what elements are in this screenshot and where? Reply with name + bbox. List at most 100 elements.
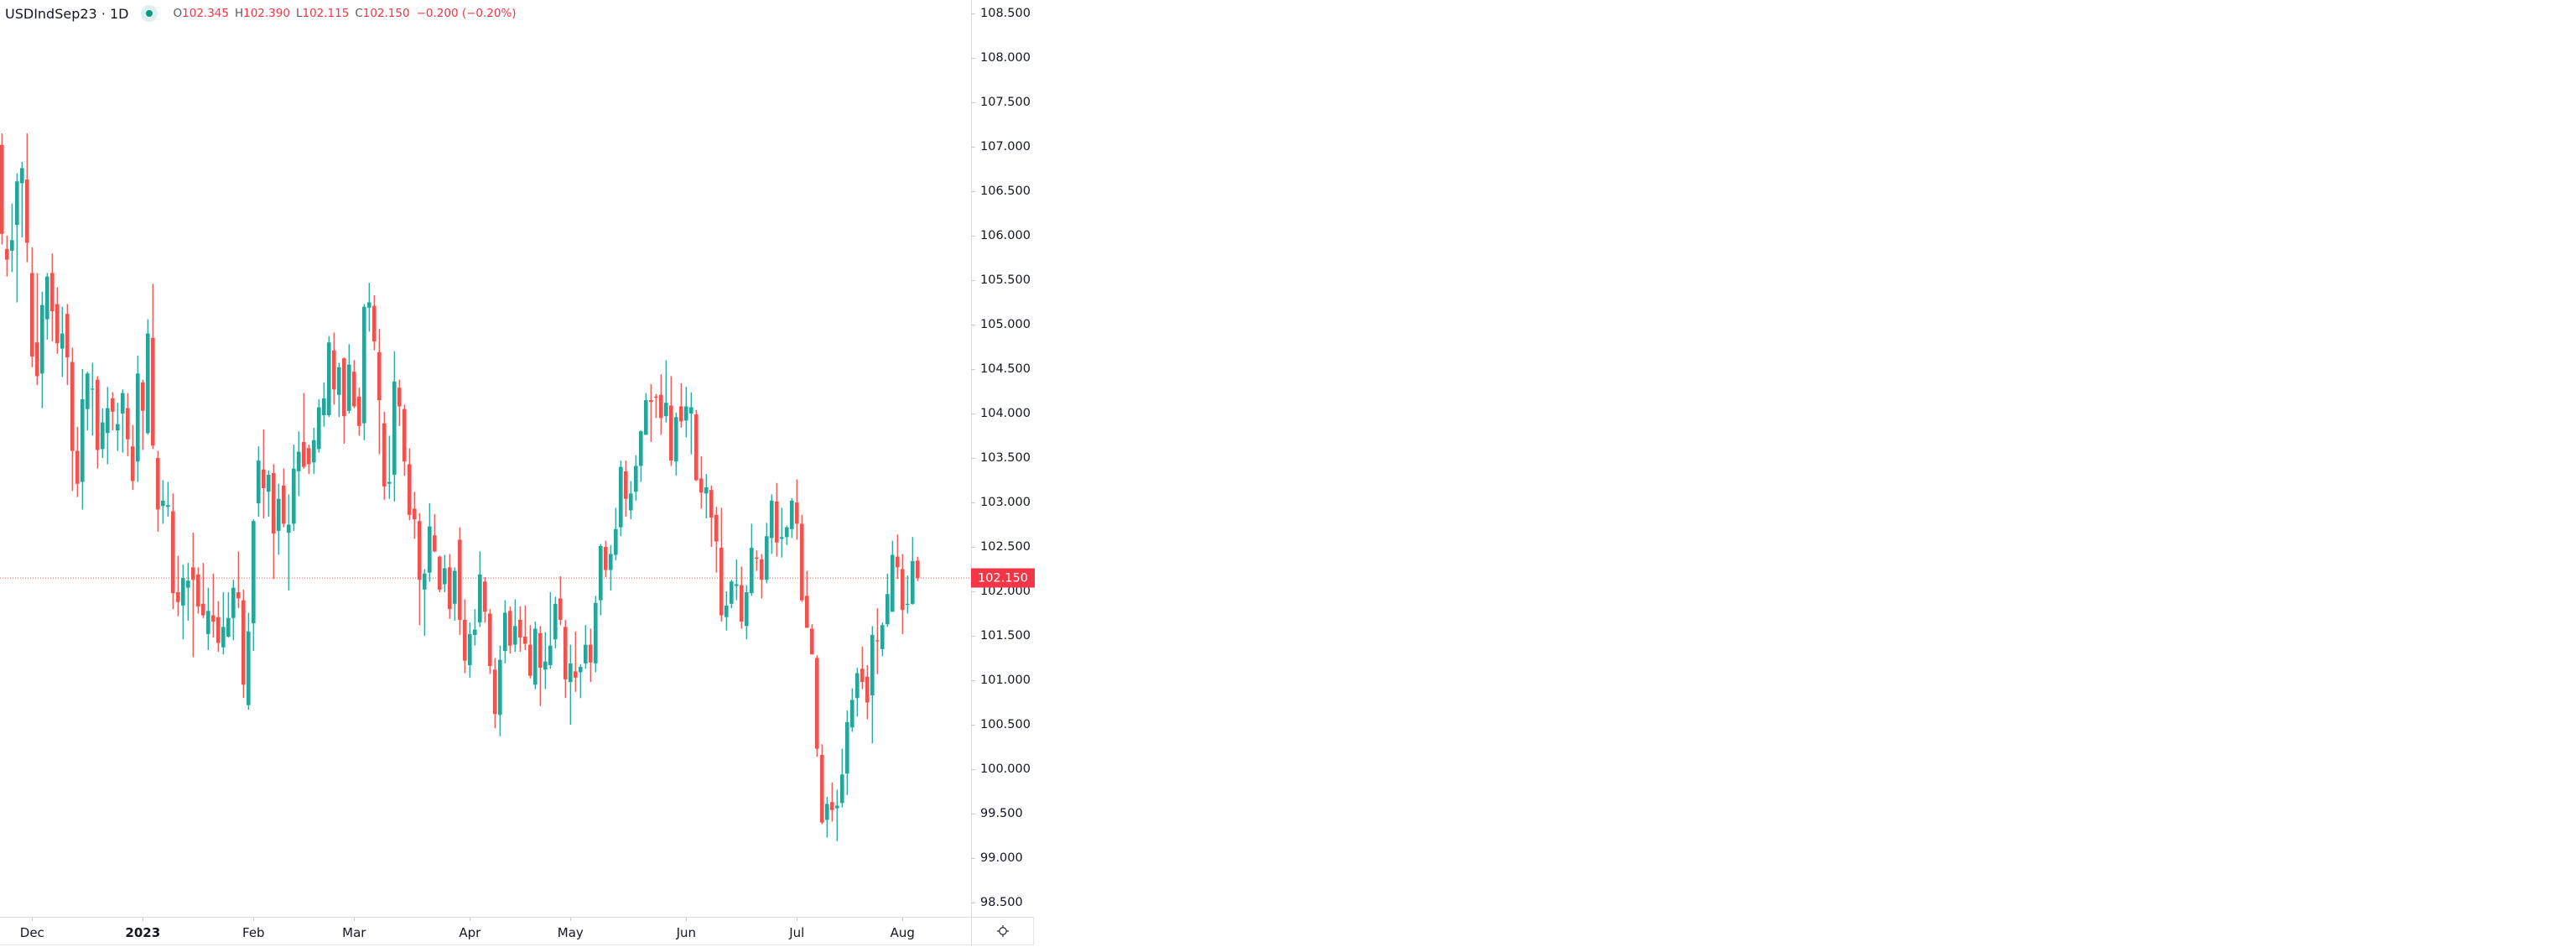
candle-body (694, 414, 699, 481)
market-status-icon[interactable] (140, 5, 158, 22)
candle (413, 492, 417, 539)
candle (880, 622, 885, 657)
candle (624, 460, 628, 517)
candle-body (528, 644, 532, 676)
candle-body (287, 524, 291, 533)
candle-body (257, 460, 261, 504)
candle (750, 523, 754, 596)
candle-body (408, 464, 412, 515)
candle (503, 600, 507, 663)
candle-body (689, 407, 693, 414)
candle-body (136, 373, 140, 462)
candle (543, 632, 548, 689)
candle (242, 589, 246, 699)
candle-body (0, 144, 4, 234)
candle (730, 580, 734, 609)
candle (564, 619, 568, 699)
candle-body (80, 399, 85, 482)
candle (272, 464, 276, 580)
candle (704, 474, 709, 519)
candle-wick (680, 382, 682, 428)
candle-body (463, 619, 467, 661)
candle-body (584, 644, 588, 663)
candle-body (10, 240, 14, 251)
price-pane[interactable]: USDIndSep23 · 1D O 102.345 H 102.390 L 102.… (0, 0, 971, 917)
price-axis[interactable]: 108.500 108.000 107.500 107.000 106.500 106.0… (971, 0, 1035, 917)
candle-wick (655, 393, 657, 419)
candle (106, 387, 110, 465)
candle (257, 446, 261, 517)
candle-body (564, 627, 568, 679)
price-tick-label: 98.500 (980, 896, 1023, 910)
candle-body (891, 554, 895, 612)
candle (387, 435, 392, 499)
candle-body (488, 613, 492, 667)
price-tick-label: 107.000 (980, 139, 1031, 153)
open-label: O (173, 7, 183, 20)
candle (694, 409, 699, 481)
candle (840, 748, 844, 808)
candle (252, 519, 256, 652)
candle (75, 426, 80, 497)
candle (473, 609, 477, 646)
price-tick (972, 101, 975, 103)
candle-body (206, 611, 210, 634)
candle (493, 658, 497, 729)
candle (790, 497, 794, 539)
candle-body (538, 632, 543, 669)
price-tick-label: 106.000 (980, 228, 1031, 242)
candle-body (619, 466, 623, 528)
candle-body (191, 567, 195, 580)
candle (161, 480, 165, 524)
candle-body (745, 592, 749, 627)
candle-body (367, 302, 371, 308)
candle-body (387, 481, 392, 484)
candle (634, 455, 638, 501)
candle (357, 388, 361, 436)
candle (146, 319, 150, 435)
candle-body (201, 603, 205, 616)
candle (599, 544, 603, 616)
candle (60, 306, 65, 377)
candle (453, 567, 457, 621)
candle (196, 567, 200, 614)
candle-body (604, 546, 608, 570)
candle-body (292, 468, 296, 524)
candle (659, 374, 663, 435)
axis-settings-button[interactable] (971, 917, 1034, 945)
price-tick (972, 546, 975, 548)
symbol-name[interactable]: USDIndSep23 · 1D (5, 5, 129, 22)
candle (25, 133, 29, 263)
candle-body (252, 521, 256, 624)
candle-body (30, 273, 34, 357)
price-tick-label: 103.000 (980, 495, 1031, 509)
candle-wick (91, 362, 93, 436)
candle (418, 513, 422, 626)
candle-body (644, 400, 648, 435)
candle-body (75, 450, 80, 484)
candle (45, 273, 49, 340)
candle (815, 655, 819, 757)
candle (533, 622, 538, 689)
candle (830, 782, 834, 822)
candle (247, 612, 251, 710)
candle (136, 356, 140, 482)
candle (382, 411, 387, 500)
candle (156, 450, 160, 532)
candle-body (176, 592, 180, 602)
time-axis[interactable]: Dec 2023 Feb Mar Apr May Jun Jul Aug (0, 917, 971, 945)
price-tick (972, 57, 975, 59)
candle (226, 592, 231, 638)
candle (740, 566, 744, 629)
price-tick (972, 235, 975, 237)
candle (292, 445, 296, 531)
candle (262, 429, 266, 519)
candle-body (131, 446, 135, 481)
candle (402, 404, 407, 476)
candle (30, 247, 34, 367)
candle (679, 382, 683, 428)
candle-body (332, 350, 336, 390)
candle-body (770, 500, 774, 539)
candle-body (307, 448, 311, 465)
price-tick (972, 457, 975, 459)
